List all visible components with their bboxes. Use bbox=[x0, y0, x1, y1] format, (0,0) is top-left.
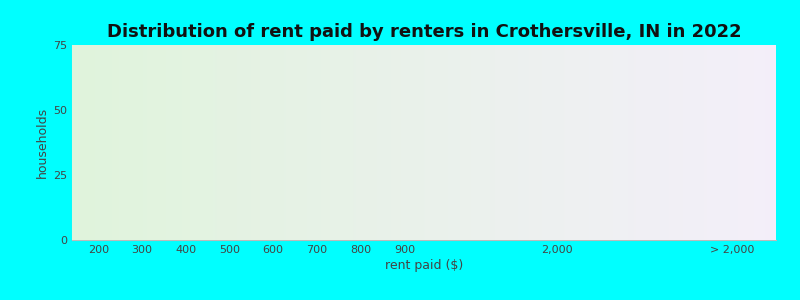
Text: City-Data.com: City-Data.com bbox=[579, 58, 668, 72]
Y-axis label: households: households bbox=[36, 107, 49, 178]
X-axis label: rent paid ($): rent paid ($) bbox=[385, 259, 463, 272]
Title: Distribution of rent paid by renters in Crothersville, IN in 2022: Distribution of rent paid by renters in … bbox=[106, 23, 742, 41]
Bar bbox=[538, 230, 576, 240]
Bar bbox=[167, 209, 204, 240]
Bar bbox=[298, 76, 335, 240]
Bar bbox=[386, 209, 423, 240]
Bar bbox=[80, 232, 117, 240]
Bar bbox=[342, 175, 379, 240]
Bar bbox=[211, 157, 248, 240]
Bar bbox=[254, 175, 292, 240]
Bar bbox=[714, 230, 751, 240]
